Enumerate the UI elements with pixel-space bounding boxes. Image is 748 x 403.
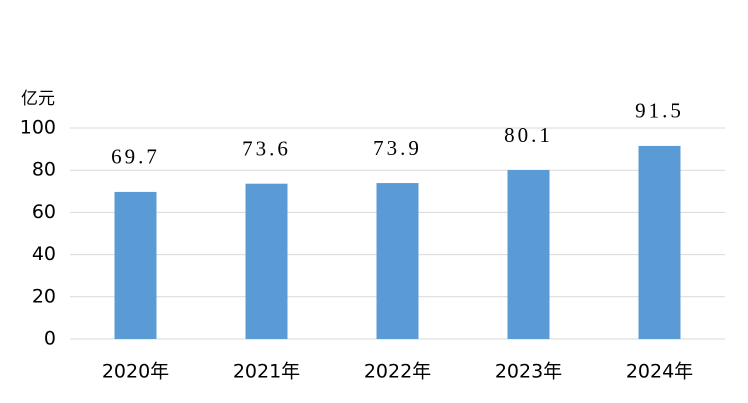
data-label: 73.6 [242, 137, 291, 161]
y-axis-label: 亿元 [21, 89, 55, 109]
bar [114, 191, 157, 339]
x-tick-label: 2023年 [495, 361, 562, 383]
bar [245, 183, 288, 339]
bar [638, 145, 681, 339]
y-tick-label: 40 [32, 243, 56, 265]
x-tick-label: 2022年 [364, 361, 431, 383]
y-tick-label: 20 [32, 285, 56, 307]
data-label: 80.1 [504, 123, 553, 147]
bar [507, 169, 550, 339]
y-tick-label: 0 [44, 328, 56, 350]
data-label: 91.5 [635, 99, 684, 123]
data-label: 69.7 [111, 145, 160, 169]
data-label: 73.9 [373, 136, 422, 160]
y-tick-label: 60 [32, 201, 56, 223]
y-tick-label: 100 [20, 117, 56, 139]
x-tick-label: 2020年 [102, 361, 169, 383]
x-tick-label: 2021年 [233, 361, 300, 383]
y-tick-label: 80 [32, 159, 56, 181]
x-tick-label: 2024年 [626, 361, 693, 383]
bar [376, 183, 419, 339]
